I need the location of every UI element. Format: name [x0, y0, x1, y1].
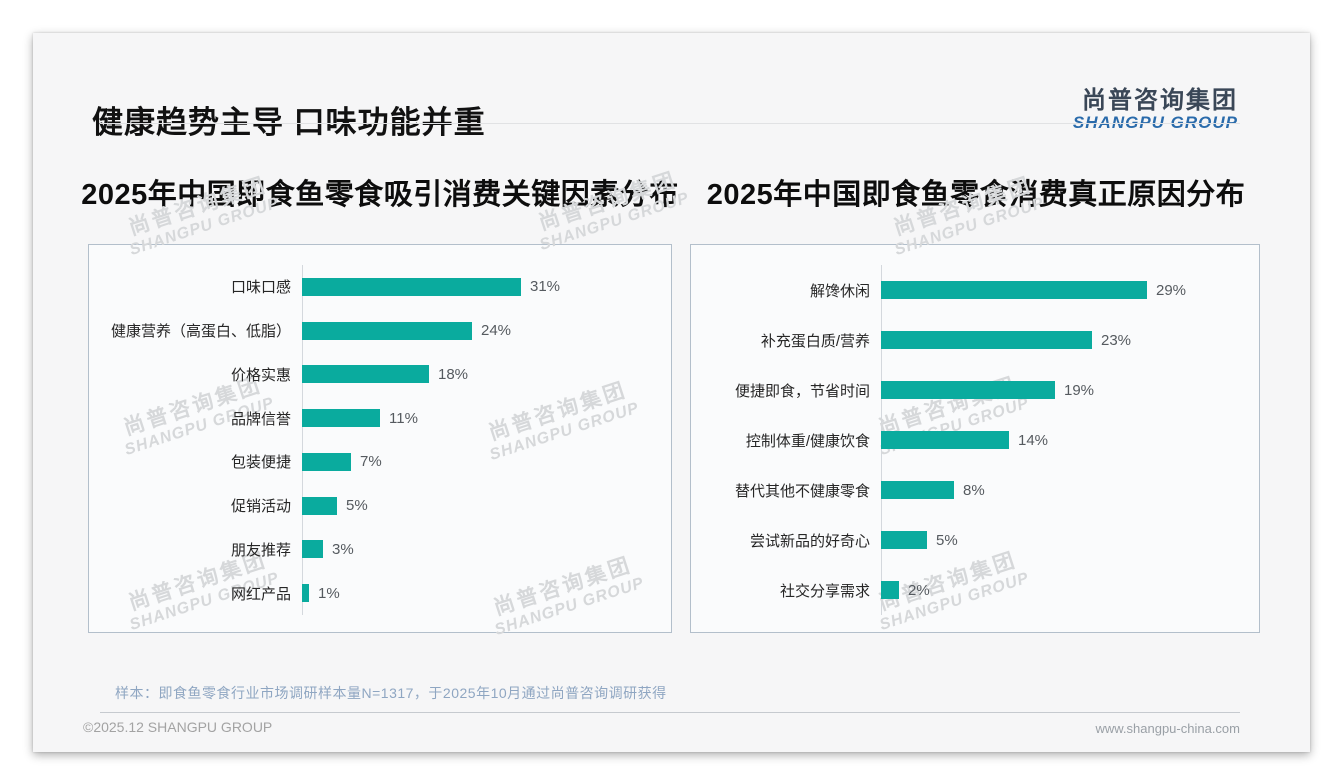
copyright-text: ©2025.12 SHANGPU GROUP — [83, 719, 273, 735]
bar-row: 促销活动 5% — [89, 495, 671, 516]
bar — [302, 409, 380, 428]
bar-category-label: 网红产品 — [230, 585, 291, 603]
bar-row: 健康营养（高蛋白、低脂） 24% — [89, 320, 671, 341]
bar-row: 补充蛋白质/营养 23% — [691, 330, 1259, 351]
bar-category-label: 便捷即食，节省时间 — [734, 382, 870, 400]
bar — [302, 540, 323, 559]
bar — [302, 277, 521, 296]
sample-footnote: 样本：即食鱼零食行业市场调研样本量N=1317，于2025年10月通过尚普咨询调… — [115, 685, 667, 701]
bar — [302, 452, 351, 471]
bar — [881, 481, 954, 499]
bar — [302, 365, 429, 384]
company-logo: 尚普咨询集团 SHANGPU GROUP — [1073, 88, 1238, 132]
bar-category-label: 朋友推荐 — [230, 541, 291, 559]
bar-row: 品牌信誉 11% — [89, 408, 671, 429]
footer-divider — [100, 712, 1240, 713]
bar-row: 价格实惠 18% — [89, 364, 671, 385]
logo-english-text: SHANGPU GROUP — [1072, 112, 1238, 132]
bar-category-label: 社交分享需求 — [779, 582, 870, 600]
bar-value-label: 31% — [530, 278, 561, 296]
bar-category-label: 控制体重/健康饮食 — [745, 432, 870, 450]
bar-row: 控制体重/健康饮食 14% — [691, 430, 1259, 451]
bar — [881, 381, 1055, 399]
right-chart: 解馋休闲 29% 补充蛋白质/营养 23% 便捷即食，节省时间 19% 控制体重/健康饮食 1… — [690, 244, 1260, 633]
bar-row: 口味口感 31% — [89, 276, 671, 297]
bar-row: 尝试新品的好奇心 5% — [691, 530, 1259, 551]
bar-value-label: 8% — [963, 481, 985, 499]
bar-category-label: 解馋休闲 — [809, 282, 870, 300]
bar-row: 网红产品 1% — [89, 583, 671, 604]
bar — [881, 531, 927, 549]
website-url: www.shangpu-china.com — [1095, 721, 1240, 736]
right-chart-title: 2025年中国即食鱼零食消费真正原因分布 — [706, 179, 1246, 211]
bar — [881, 431, 1009, 449]
bar-category-label: 口味口感 — [230, 279, 291, 297]
bar — [881, 581, 899, 599]
bar-row: 替代其他不健康零食 8% — [691, 480, 1259, 501]
bar-value-label: 3% — [332, 540, 354, 558]
bar-value-label: 29% — [1156, 281, 1187, 299]
bar-category-label: 促销活动 — [230, 498, 291, 516]
bar-value-label: 1% — [318, 584, 340, 602]
bar-value-label: 19% — [1064, 381, 1095, 399]
bar-value-label: 14% — [1018, 431, 1049, 449]
bar — [881, 331, 1092, 349]
header-divider — [100, 123, 1240, 124]
bar-row: 朋友推荐 3% — [89, 539, 671, 560]
bar-value-label: 5% — [936, 531, 958, 549]
slide-card: 健康趋势主导 口味功能并重 尚普咨询集团 SHANGPU GROUP 2025年… — [33, 33, 1310, 752]
bar-row: 解馋休闲 29% — [691, 280, 1259, 301]
bar-row: 包装便捷 7% — [89, 451, 671, 472]
bar-value-label: 5% — [346, 497, 368, 515]
bar-category-label: 替代其他不健康零食 — [734, 482, 870, 500]
page-title: 健康趋势主导 口味功能并重 — [92, 105, 486, 140]
bar — [302, 321, 472, 340]
left-chart-axis-line — [302, 265, 303, 615]
bar-category-label: 补充蛋白质/营养 — [760, 332, 870, 350]
bar-value-label: 24% — [481, 322, 512, 340]
bar — [302, 496, 337, 515]
bar-value-label: 18% — [438, 365, 469, 383]
bar-category-label: 品牌信誉 — [230, 410, 291, 428]
bar-value-label: 2% — [908, 581, 930, 599]
bar-value-label: 7% — [360, 453, 382, 471]
bar-value-label: 11% — [389, 409, 418, 427]
bar-row: 社交分享需求 2% — [691, 580, 1259, 601]
bar-value-label: 23% — [1101, 331, 1132, 349]
left-chart: 口味口感 31% 健康营养（高蛋白、低脂） 24% 价格实惠 18% 品牌信誉 11% 包装便捷… — [88, 244, 672, 633]
right-chart-rows: 解馋休闲 29% 补充蛋白质/营养 23% 便捷即食，节省时间 19% 控制体重/健康饮食 1… — [691, 265, 1259, 615]
bar-row: 便捷即食，节省时间 19% — [691, 380, 1259, 401]
bar — [302, 584, 309, 603]
bar-category-label: 健康营养（高蛋白、低脂） — [110, 323, 291, 341]
left-chart-rows: 口味口感 31% 健康营养（高蛋白、低脂） 24% 价格实惠 18% 品牌信誉 11% 包装便捷… — [89, 265, 671, 615]
bar-category-label: 价格实惠 — [230, 366, 291, 384]
bar-category-label: 尝试新品的好奇心 — [749, 532, 870, 550]
logo-chinese-text: 尚普咨询集团 — [1082, 87, 1238, 114]
left-chart-title: 2025年中国即食鱼零食吸引消费关键因素分布 — [81, 179, 679, 211]
bar-category-label: 包装便捷 — [230, 454, 291, 472]
bar — [881, 281, 1147, 299]
